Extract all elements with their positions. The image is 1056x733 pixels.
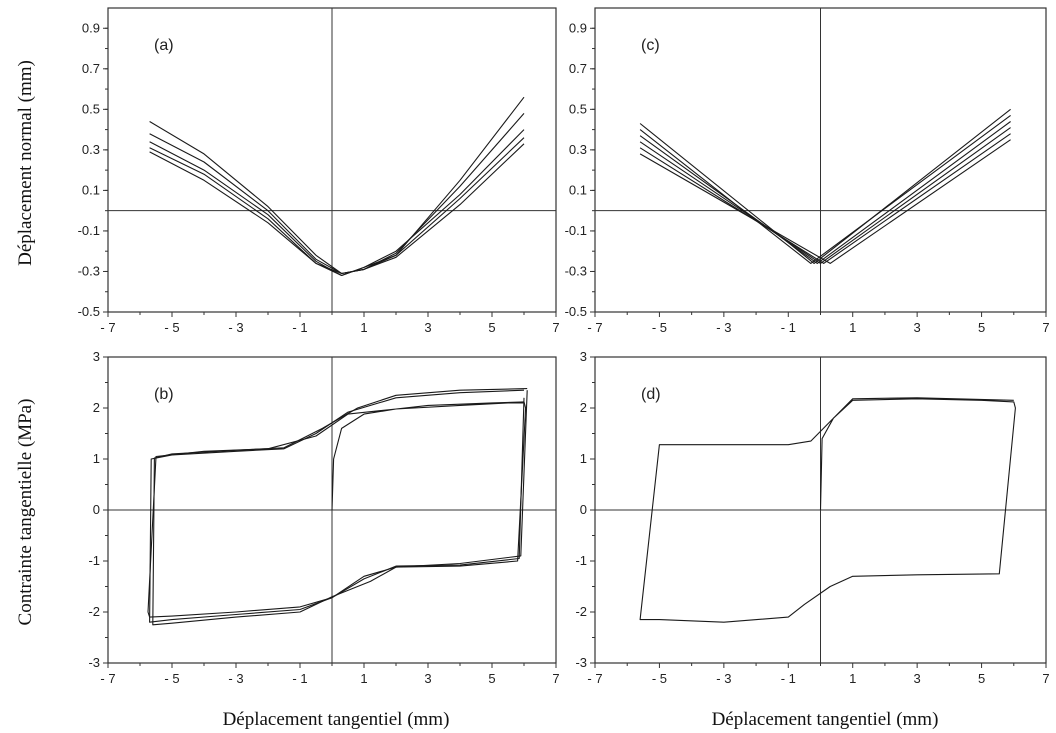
panel-b-x-tick-label: - 7 (100, 671, 115, 686)
panel-d-y-tick-label: -2 (575, 604, 587, 619)
panel-a-x-tick-label: 7 (552, 320, 559, 335)
panel-b-x-tick-label: - 1 (292, 671, 307, 686)
panel-c-x-tick-label: - 1 (781, 320, 796, 335)
panel-c-x-tick-label: - 5 (652, 320, 667, 335)
panel-c-y-tick-label: 0.9 (569, 20, 587, 35)
panel-a-y-tick-label: 0.7 (82, 61, 100, 76)
panel-b-x-tick-label: 5 (488, 671, 495, 686)
y-axis-title-tangential: Contrainte tangentielle (MPa) (15, 399, 36, 626)
panel-c-x-tick-label: - 7 (587, 320, 602, 335)
panel-d-x-tick-label: - 5 (652, 671, 667, 686)
panel-b-x-tick-label: - 3 (228, 671, 243, 686)
panel-b-y-tick-label: -2 (88, 604, 100, 619)
panel-c-series-3 (639, 121, 1011, 264)
panel-b-y-tick-label: -1 (88, 553, 100, 568)
panel-c-y-tick-label: 0.7 (569, 61, 587, 76)
panel-d-y-tick-label: 2 (580, 400, 587, 415)
panel-a: - 7 - 5 - 3 - 1 1 3 5 7 0.9 0.7 0.5 0.3 0.1 -0.1 -0.3 -… (78, 7, 560, 335)
panel-b: - 7 - 5 - 3 - 1 1 3 5 7 3 2 1 0 -1 -2 -3 (b) (88, 349, 559, 686)
panel-b-y-tick-label: -3 (88, 655, 100, 670)
panel-c-y-tick-label: -0.1 (565, 223, 587, 238)
panel-b-x-tick-label: 7 (552, 671, 559, 686)
panel-d: - 7 - 5 - 3 - 1 1 3 5 7 3 2 1 0 -1 -2 -3 (d) (575, 349, 1049, 686)
x-axis-title-left: Déplacement tangentiel (mm) (223, 709, 450, 730)
panel-c-series-6 (639, 139, 1011, 264)
panel-c-x-tick-label: 3 (914, 320, 921, 335)
panel-d-x-tick-label: - 7 (587, 671, 602, 686)
panel-a-x-tick-label: - 7 (100, 320, 115, 335)
panel-a-x-tick-label: - 5 (164, 320, 179, 335)
panel-a-series-4 (149, 137, 525, 277)
panel-a-x-tick-label: 3 (424, 320, 431, 335)
panel-b-label: (b) (154, 386, 174, 403)
panel-c-x-tick-label: 7 (1042, 320, 1049, 335)
panel-c-x-tick-label: - 3 (716, 320, 731, 335)
panel-a-y-tick-label: 0.3 (82, 142, 100, 157)
panel-a-y-tick-label: 0.5 (82, 101, 100, 116)
panel-b-y-tick-label: 2 (93, 400, 100, 415)
panel-b-y-tick-label: 1 (93, 451, 100, 466)
panel-a-x-tick-label: - 1 (292, 320, 307, 335)
panel-c-series-2 (639, 114, 1011, 264)
panel-d-series-1 (639, 397, 1016, 623)
panel-c-y-tick-label: -0.3 (565, 263, 587, 278)
x-axis-title-right: Déplacement tangentiel (mm) (712, 709, 939, 730)
panel-d-y-tick-label: 3 (580, 349, 587, 364)
panel-b-x-tick-label: 3 (424, 671, 431, 686)
panel-d-y-tick-label: 1 (580, 451, 587, 466)
panel-a-label: (a) (154, 37, 174, 54)
panel-c-series-4 (639, 127, 1011, 264)
panel-a-series-5 (149, 143, 525, 275)
panel-c-y-tick-label: 0.1 (569, 182, 587, 197)
panel-a-x-tick-label: 5 (488, 320, 495, 335)
panel-d-y-tick-label: 0 (580, 502, 587, 517)
panel-b-x-tick-label: 1 (360, 671, 367, 686)
panel-c-x-tick-label: 5 (978, 320, 985, 335)
panel-c-y-tick-label: 0.3 (569, 142, 587, 157)
panel-d-y-tick-label: -1 (575, 553, 587, 568)
panel-d-x-tick-label: 5 (978, 671, 985, 686)
panel-c-y-tick-label: -0.5 (565, 304, 587, 319)
panel-d-x-tick-label: - 3 (716, 671, 731, 686)
panel-d-label: (d) (641, 386, 661, 403)
panel-b-x-tick-label: - 5 (164, 671, 179, 686)
panel-a-y-tick-label: -0.1 (78, 223, 100, 238)
panel-a-y-tick-label: -0.5 (78, 304, 100, 319)
panel-d-y-tick-label: -3 (575, 655, 587, 670)
panel-b-series-3 (152, 388, 528, 626)
panel-a-series-3 (149, 129, 525, 277)
panel-d-x-tick-label: 7 (1042, 671, 1049, 686)
panel-d-x-tick-label: - 1 (781, 671, 796, 686)
panel-c-y-tick-label: 0.5 (569, 101, 587, 116)
panel-a-y-tick-label: -0.3 (78, 263, 100, 278)
panel-b-series-1 (147, 401, 527, 618)
panel-b-y-tick-label: 3 (93, 349, 100, 364)
panel-a-x-tick-label: - 3 (228, 320, 243, 335)
panel-c-series-5 (639, 133, 1011, 264)
panel-a-series-2 (149, 113, 525, 275)
panel-a-series-1 (149, 96, 525, 275)
panel-b-series-2 (149, 389, 525, 623)
panel-a-y-tick-label: 0.1 (82, 182, 100, 197)
panels: - 7 - 5 - 3 - 1 1 3 5 7 0.9 0.7 0.5 0.3 0.1 -0.1 -0.3 -… (78, 7, 1050, 686)
panel-c-x-tick-label: 1 (849, 320, 856, 335)
panel-c: - 7 - 5 - 3 - 1 1 3 5 7 0.9 0.7 0.5 0.3 0.1 -0.1 -0.3 -… (565, 7, 1050, 335)
y-axis-title-normal: Déplacement normal (mm) (15, 60, 36, 266)
panel-c-series-1 (639, 108, 1011, 264)
panel-c-label: (c) (641, 37, 660, 54)
panel-a-y-tick-label: 0.9 (82, 20, 100, 35)
panel-b-y-tick-label: 0 (93, 502, 100, 517)
panel-d-x-tick-label: 1 (849, 671, 856, 686)
panel-d-x-tick-label: 3 (914, 671, 921, 686)
panel-a-x-tick-label: 1 (360, 320, 367, 335)
